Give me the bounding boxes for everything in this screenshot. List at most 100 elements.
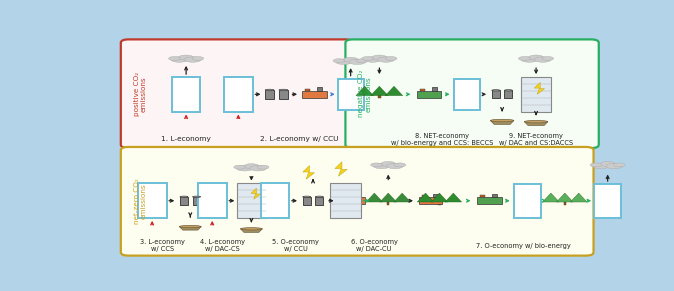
Ellipse shape xyxy=(381,162,396,166)
Text: 4. L-economy
w/ DAC-CS: 4. L-economy w/ DAC-CS xyxy=(200,239,245,252)
Polygon shape xyxy=(366,193,383,202)
Polygon shape xyxy=(179,227,201,230)
Polygon shape xyxy=(417,193,434,202)
Polygon shape xyxy=(445,193,462,202)
Ellipse shape xyxy=(257,165,269,169)
Ellipse shape xyxy=(600,162,615,166)
FancyBboxPatch shape xyxy=(422,196,426,197)
Ellipse shape xyxy=(180,196,188,198)
Polygon shape xyxy=(335,162,347,176)
FancyBboxPatch shape xyxy=(481,195,485,197)
FancyBboxPatch shape xyxy=(378,95,381,98)
Ellipse shape xyxy=(606,163,623,169)
Polygon shape xyxy=(543,193,559,202)
Polygon shape xyxy=(431,193,448,202)
FancyBboxPatch shape xyxy=(198,183,226,218)
Ellipse shape xyxy=(504,90,512,91)
Ellipse shape xyxy=(365,57,381,62)
Text: 5. O-economy
w/ CCU: 5. O-economy w/ CCU xyxy=(272,239,319,252)
Ellipse shape xyxy=(234,165,245,169)
Ellipse shape xyxy=(303,196,311,198)
Text: 3. L-economy
w/ CCS: 3. L-economy w/ CCS xyxy=(140,239,185,252)
Text: 8. NET-economy
w/ bio-energy and CCS: BECCS: 8. NET-economy w/ bio-energy and CCS: BE… xyxy=(391,133,493,146)
Polygon shape xyxy=(557,193,573,202)
FancyBboxPatch shape xyxy=(492,194,497,197)
Ellipse shape xyxy=(168,56,180,61)
FancyBboxPatch shape xyxy=(563,202,566,205)
Ellipse shape xyxy=(250,166,266,171)
Ellipse shape xyxy=(179,226,201,228)
FancyBboxPatch shape xyxy=(224,77,253,112)
FancyBboxPatch shape xyxy=(330,183,361,218)
Ellipse shape xyxy=(279,89,288,91)
Ellipse shape xyxy=(179,55,193,60)
Ellipse shape xyxy=(185,57,201,62)
FancyBboxPatch shape xyxy=(477,197,501,205)
Ellipse shape xyxy=(534,57,551,62)
Polygon shape xyxy=(303,166,315,179)
Polygon shape xyxy=(251,188,260,199)
Text: positive CO₂
emissions: positive CO₂ emissions xyxy=(133,72,147,116)
Ellipse shape xyxy=(387,163,403,169)
Ellipse shape xyxy=(613,163,625,167)
Ellipse shape xyxy=(373,163,390,169)
FancyBboxPatch shape xyxy=(305,89,309,91)
Polygon shape xyxy=(386,86,403,96)
Ellipse shape xyxy=(590,163,602,167)
Ellipse shape xyxy=(192,56,204,61)
FancyBboxPatch shape xyxy=(420,89,425,91)
Text: 2. L-economy w/ CCU: 2. L-economy w/ CCU xyxy=(260,136,339,142)
FancyBboxPatch shape xyxy=(344,195,348,197)
Ellipse shape xyxy=(592,163,609,169)
Text: 7. O-economy w/ bio-energy: 7. O-economy w/ bio-energy xyxy=(476,242,570,249)
Ellipse shape xyxy=(343,57,358,62)
FancyBboxPatch shape xyxy=(279,90,288,99)
Ellipse shape xyxy=(237,166,253,171)
FancyBboxPatch shape xyxy=(317,87,322,91)
FancyBboxPatch shape xyxy=(419,197,441,204)
FancyBboxPatch shape xyxy=(121,147,594,255)
Polygon shape xyxy=(371,86,388,96)
FancyBboxPatch shape xyxy=(172,77,200,112)
Polygon shape xyxy=(394,193,410,202)
Ellipse shape xyxy=(394,163,406,167)
Polygon shape xyxy=(356,86,373,96)
Polygon shape xyxy=(534,82,545,94)
FancyBboxPatch shape xyxy=(454,79,480,110)
Ellipse shape xyxy=(357,59,368,63)
Ellipse shape xyxy=(241,228,262,230)
Ellipse shape xyxy=(315,196,324,198)
FancyBboxPatch shape xyxy=(180,197,188,205)
Polygon shape xyxy=(491,120,514,124)
Polygon shape xyxy=(380,193,396,202)
Text: 9. NET-economy
w/ DAC and CS:DACCS: 9. NET-economy w/ DAC and CS:DACCS xyxy=(499,133,573,146)
Ellipse shape xyxy=(492,90,500,91)
Polygon shape xyxy=(524,122,548,125)
Polygon shape xyxy=(570,193,587,202)
Polygon shape xyxy=(241,229,262,232)
Ellipse shape xyxy=(524,120,548,123)
Ellipse shape xyxy=(371,163,382,167)
FancyBboxPatch shape xyxy=(492,90,500,98)
FancyBboxPatch shape xyxy=(237,183,266,218)
FancyBboxPatch shape xyxy=(504,90,512,98)
FancyBboxPatch shape xyxy=(346,39,599,148)
Text: 1. L-economy: 1. L-economy xyxy=(161,136,211,142)
Ellipse shape xyxy=(518,56,530,61)
Ellipse shape xyxy=(362,56,373,61)
Ellipse shape xyxy=(349,59,366,65)
FancyBboxPatch shape xyxy=(265,90,274,99)
FancyBboxPatch shape xyxy=(417,91,441,98)
FancyBboxPatch shape xyxy=(340,197,365,205)
Ellipse shape xyxy=(333,59,345,63)
FancyBboxPatch shape xyxy=(355,194,361,197)
FancyBboxPatch shape xyxy=(137,183,166,218)
Text: net-zero CO₂
emissions: net-zero CO₂ emissions xyxy=(133,178,147,224)
FancyBboxPatch shape xyxy=(432,87,437,91)
Ellipse shape xyxy=(386,56,397,61)
FancyBboxPatch shape xyxy=(438,202,441,205)
Ellipse shape xyxy=(336,59,353,65)
Ellipse shape xyxy=(377,57,394,62)
FancyBboxPatch shape xyxy=(433,194,437,197)
Ellipse shape xyxy=(372,55,387,60)
